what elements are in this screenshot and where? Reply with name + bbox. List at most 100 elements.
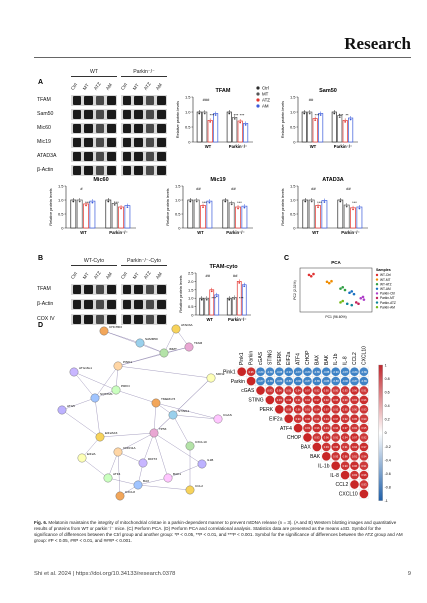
heatmap-value: 0.97 <box>361 445 367 449</box>
y-tick-label: 1.0 <box>185 110 191 115</box>
network-edge <box>155 402 219 420</box>
x-tick-label: WT <box>205 144 212 149</box>
bar <box>302 199 309 229</box>
pca-point <box>359 296 363 300</box>
bar-chart-tfam: TFAM 0 0.5 1.0 1.5 Relative protein levels WT P… <box>176 88 253 149</box>
heatmap-value: 0.90 <box>352 407 358 411</box>
network-edge <box>107 451 119 479</box>
heatmap-circle <box>284 404 294 414</box>
heatmap-circle <box>350 433 359 442</box>
y-tick-label: 0.5 <box>185 125 191 130</box>
heatmap-circle <box>265 395 275 405</box>
y-tick-label: 0.5 <box>290 125 296 130</box>
heatmap-value: 0.94 <box>361 454 367 458</box>
chart-title: Mic60 <box>93 177 108 183</box>
network-node <box>113 361 123 371</box>
pca-point <box>362 298 366 301</box>
network-edge <box>117 432 155 453</box>
heatmap-value: 0.94 <box>305 398 311 402</box>
network-node-label: DDIT3 <box>148 457 157 461</box>
y-axis-label: PC2 (2.31%) <box>293 280 297 299</box>
heatmap-value: -0.86 <box>267 370 273 374</box>
data-point <box>126 206 129 209</box>
data-point <box>319 114 322 116</box>
bar <box>207 120 213 143</box>
heatmap-circle <box>331 423 341 433</box>
heatmap-circle <box>256 386 265 395</box>
pca-point <box>357 302 360 306</box>
heatmap-circle <box>237 367 247 377</box>
heatmap-value: 0.95 <box>343 407 349 411</box>
y-tick-label: 1.0 <box>290 110 296 115</box>
bar <box>307 111 313 143</box>
heatmap-value: 0.95 <box>249 370 255 374</box>
network-node-label: CDKN1A <box>123 446 136 450</box>
heatmap-value: 0.93 <box>296 417 302 421</box>
network-node-label: IL1B <box>207 458 213 462</box>
data-point <box>215 295 218 298</box>
network-edge <box>99 432 155 438</box>
heatmap-circle <box>359 470 369 480</box>
y-axis-label: Relative protein levels <box>176 101 180 138</box>
network-node <box>135 338 145 348</box>
y-tick-label: 1.5 <box>188 287 194 292</box>
network-node <box>151 398 161 408</box>
heatmap-circle <box>340 414 350 424</box>
data-point <box>91 201 94 204</box>
colorbar-tick-label: 0.2 <box>385 418 390 422</box>
heatmap-circle <box>350 386 359 395</box>
network-edge <box>153 432 169 479</box>
significance-label: ## <box>231 186 236 191</box>
network-node-label: TFAM <box>194 341 203 345</box>
network-node-label: ATAD3A <box>181 323 194 327</box>
network-edge <box>81 457 109 479</box>
heatmap-circle <box>350 461 359 471</box>
heatmap-value: 0.97 <box>343 426 349 430</box>
legend-marker <box>375 306 379 309</box>
colorbar-tick-label: 0.6 <box>385 391 390 395</box>
data-point <box>209 121 212 123</box>
bar <box>226 111 232 143</box>
network-node-label: TP53 <box>159 427 167 431</box>
heatmap-value: 0.91 <box>352 454 358 458</box>
heatmap-col-label: CCL2 <box>352 352 358 365</box>
network-edge <box>142 432 155 464</box>
bar <box>213 113 219 143</box>
network-node <box>149 428 159 438</box>
network-edge <box>163 328 177 354</box>
heatmap-value: -0.88 <box>286 379 292 383</box>
chart-title: TFAM-cyto <box>209 264 238 270</box>
bar-chart-sam50: Sam50 0 0.5 1.0 1.5 Relative protein levels WT… <box>281 88 358 149</box>
heatmap-circle <box>359 404 369 414</box>
chart-title: ATAD3A <box>322 177 344 183</box>
x-tick-label: Parkin⁻/⁻ <box>341 230 359 235</box>
significance-label: *** <box>315 113 320 118</box>
heatmap-circle <box>265 367 275 377</box>
heatmap-value: 0.94 <box>352 445 358 449</box>
bar <box>237 120 243 143</box>
y-tick-label: 0 <box>61 226 64 231</box>
heatmap-row-label: EIF2a <box>269 416 283 422</box>
heatmap-circle <box>321 404 331 414</box>
citation-link[interactable]: Shi et al. 2024 | https://doi.org/10.341… <box>34 571 176 577</box>
bar <box>343 204 350 229</box>
heatmap-value: -0.90 <box>333 370 339 374</box>
significance-label: ### <box>203 97 210 102</box>
pca-point <box>345 302 349 306</box>
heatmap-circle <box>321 414 331 424</box>
heatmap-value: 0.92 <box>314 389 320 393</box>
heatmap-circle <box>312 404 322 414</box>
page-footer: Shi et al. 2024 | https://doi.org/10.341… <box>34 571 411 577</box>
legend-label: ATZ <box>262 98 270 103</box>
heatmap-value: 0.90 <box>333 389 339 393</box>
x-tick-label: WT <box>310 144 317 149</box>
heatmap-circle <box>340 367 350 377</box>
heatmap-col-label: Parkin <box>249 351 255 365</box>
network-node <box>77 453 87 463</box>
heatmap-value: 0.94 <box>333 426 339 430</box>
x-tick-label: Parkin⁻/⁻ <box>228 317 246 322</box>
bar-chart-mic19: Mic19 0 0.5 1.0 1.5 Relative protein levels WT… <box>166 177 253 235</box>
y-tick-label: 1.0 <box>58 198 64 203</box>
heatmap-circle <box>303 423 312 433</box>
legend-label: Parkin-MT <box>380 296 395 300</box>
